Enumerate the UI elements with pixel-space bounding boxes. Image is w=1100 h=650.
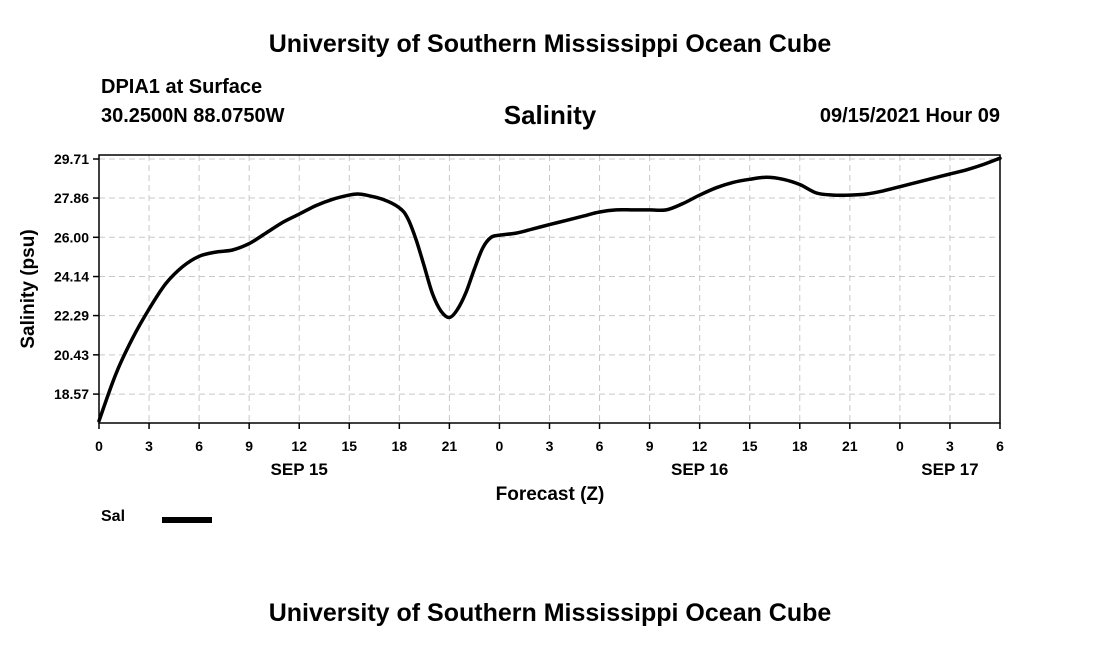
x-tick-label: 18 bbox=[392, 438, 408, 454]
forecast-timestamp: 09/15/2021 Hour 09 bbox=[819, 105, 1000, 127]
x-tick-label: 3 bbox=[946, 438, 954, 454]
y-tick-label: 18.57 bbox=[54, 386, 89, 402]
y-tick-label: 24.14 bbox=[54, 269, 89, 285]
x-axis-label: Forecast (Z) bbox=[496, 484, 605, 505]
x-tick-label: 3 bbox=[546, 438, 554, 454]
x-tick-label: 15 bbox=[742, 438, 758, 454]
y-tick-label: 20.43 bbox=[54, 347, 89, 363]
series-line-sal bbox=[97, 156, 1002, 423]
axes: 18.57 20.43 22.29 24.14 26.00 27.86 29.71 0 3 6 9 1… bbox=[54, 151, 1004, 479]
x-tick-label: 3 bbox=[145, 438, 153, 454]
x-tick-label: 0 bbox=[496, 438, 504, 454]
y-tick-label: 26.00 bbox=[54, 229, 89, 245]
y-tick-label: 27.86 bbox=[54, 190, 89, 206]
y-tick-label: 22.29 bbox=[54, 308, 89, 324]
station-label: DPIA1 at Surface bbox=[101, 76, 263, 98]
grid-lines bbox=[99, 155, 1000, 423]
date-label: SEP 16 bbox=[671, 460, 728, 479]
page-title-top: University of Southern Mississippi Ocean… bbox=[268, 30, 832, 58]
x-tick-label: 12 bbox=[692, 438, 708, 454]
legend-label: Sal bbox=[101, 508, 126, 525]
chart-title: Salinity bbox=[503, 100, 597, 130]
x-tick-label: 0 bbox=[896, 438, 904, 454]
x-tick-label: 6 bbox=[195, 438, 203, 454]
x-tick-label: 0 bbox=[95, 438, 103, 454]
x-tick-label: 21 bbox=[842, 438, 858, 454]
legend-line-swatch bbox=[162, 517, 212, 523]
page-title-bottom: University of Southern Mississippi Ocean… bbox=[268, 599, 832, 627]
x-tick-label: 21 bbox=[442, 438, 458, 454]
date-label: SEP 15 bbox=[271, 460, 328, 479]
y-tick-label: 29.71 bbox=[54, 151, 89, 167]
x-tick-label: 18 bbox=[792, 438, 808, 454]
x-tick-label: 6 bbox=[996, 438, 1004, 454]
station-coordinates: 30.2500N 88.0750W bbox=[101, 105, 285, 127]
x-tick-label: 12 bbox=[291, 438, 307, 454]
date-label: SEP 17 bbox=[921, 460, 978, 479]
x-tick-label: 9 bbox=[646, 438, 654, 454]
x-tick-label: 9 bbox=[245, 438, 253, 454]
y-axis-label: Salinity (psu) bbox=[18, 229, 39, 348]
x-tick-label: 15 bbox=[341, 438, 357, 454]
x-tick-label: 6 bbox=[596, 438, 604, 454]
series-layer bbox=[97, 156, 1002, 423]
